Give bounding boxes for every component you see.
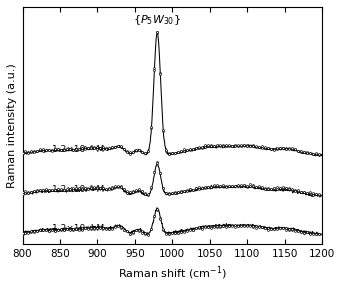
Text: 1.2×10⁻⁵ M: 1.2×10⁻⁵ M	[52, 185, 105, 194]
Text: 1.2×10⁻⁴ M: 1.2×10⁻⁴ M	[52, 224, 105, 233]
Text: $\{P_5W_{30}\}$: $\{P_5W_{30}\}$	[133, 13, 181, 27]
X-axis label: Raman shift (cm$^{-1}$): Raman shift (cm$^{-1}$)	[118, 264, 227, 282]
Y-axis label: Raman intensity (a.u.): Raman intensity (a.u.)	[7, 63, 17, 188]
Text: 1.2×10⁻⁶ M: 1.2×10⁻⁶ M	[52, 145, 105, 154]
